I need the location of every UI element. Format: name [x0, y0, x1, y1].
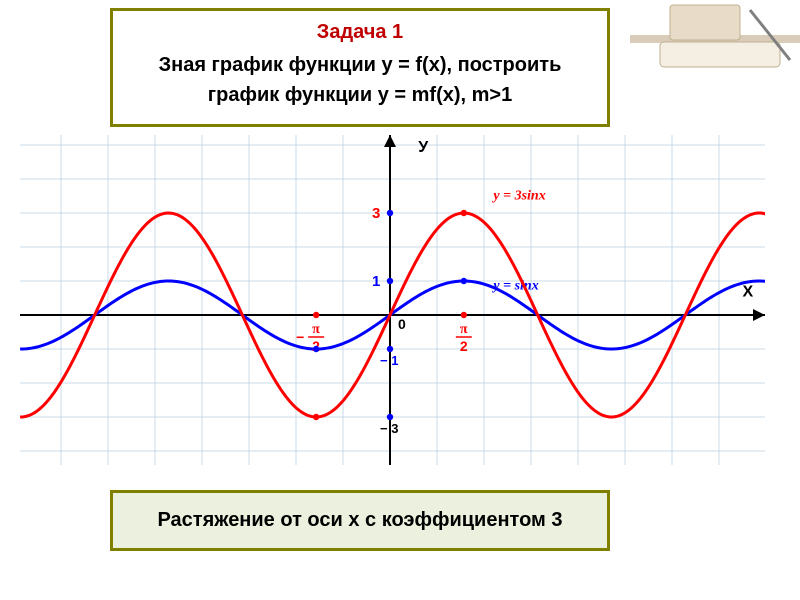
caption-box: Растяжение от оси x с коэффициентом 3	[110, 490, 610, 551]
corner-decoration	[630, 0, 800, 80]
title-box: Задача 1 Зная график функции y = f(x), п…	[110, 8, 610, 127]
function-chart: y = sinxy = 3sinxУХ310− 1− 3−π2π2	[20, 135, 765, 465]
svg-text:Х: Х	[743, 283, 754, 300]
svg-text:2: 2	[460, 338, 468, 354]
svg-text:0: 0	[398, 316, 406, 332]
svg-text:y = sinx: y = sinx	[491, 279, 538, 294]
svg-text:− 3: − 3	[380, 421, 398, 436]
svg-text:1: 1	[372, 273, 380, 290]
svg-text:π: π	[312, 322, 320, 337]
svg-text:3: 3	[372, 205, 380, 222]
title-text-2: график функции y = mf(x), m>1	[133, 80, 587, 110]
caption-text: Растяжение от оси x с коэффициентом 3	[157, 509, 562, 531]
svg-text:y = 3sinx: y = 3sinx	[491, 188, 545, 203]
title-text-1: Зная график функции y = f(x), построить	[133, 50, 587, 80]
title-heading: Задача 1	[133, 21, 587, 44]
chart-area: y = sinxy = 3sinxУХ310− 1− 3−π2π2	[20, 135, 765, 465]
svg-text:− 1: − 1	[380, 353, 398, 368]
svg-text:−: −	[296, 329, 304, 345]
svg-text:π: π	[460, 322, 468, 337]
svg-text:У: У	[418, 139, 429, 156]
